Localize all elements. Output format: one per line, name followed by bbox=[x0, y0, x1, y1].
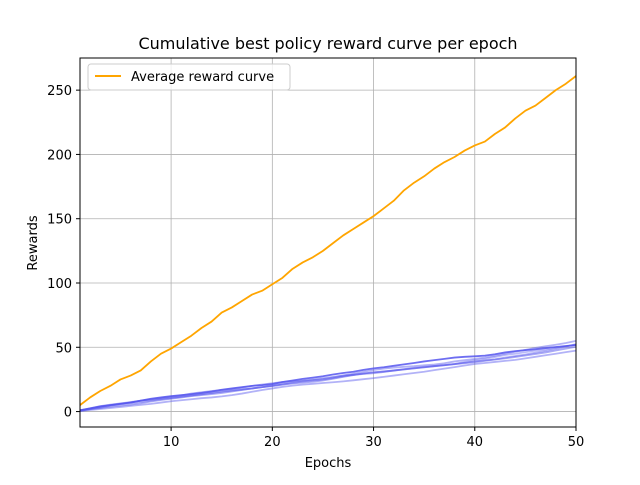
legend-label-average: Average reward curve bbox=[131, 70, 274, 85]
y-tick-label: 200 bbox=[47, 148, 72, 163]
run-series-line-2 bbox=[79, 339, 577, 412]
x-axis-label: Epochs bbox=[305, 456, 352, 471]
x-tick-label: 40 bbox=[467, 435, 484, 450]
grid bbox=[80, 58, 577, 427]
y-axis-label: Rewards bbox=[26, 215, 41, 270]
x-tick-label: 20 bbox=[264, 435, 281, 450]
run-series-line-6 bbox=[79, 349, 577, 412]
x-tick-label: 10 bbox=[163, 435, 180, 450]
x-tick-label: 30 bbox=[365, 435, 382, 450]
run-series-line-4 bbox=[79, 345, 577, 412]
y-tick-label: 250 bbox=[47, 84, 72, 99]
run-series-line-5 bbox=[79, 343, 577, 412]
ticks: 10 20 30 40 50 0 50 100 150 200 250 bbox=[47, 84, 584, 450]
y-tick-label: 150 bbox=[47, 213, 72, 228]
axes bbox=[79, 57, 577, 428]
legend-box bbox=[87, 63, 291, 91]
y-tick-label: 50 bbox=[55, 341, 72, 356]
legend: Average reward curve bbox=[87, 63, 291, 91]
run-series-group bbox=[79, 339, 577, 412]
average-reward-line bbox=[79, 75, 577, 406]
y-tick-label: 100 bbox=[47, 277, 72, 292]
plot-frame bbox=[79, 57, 577, 428]
run-series-line-1 bbox=[79, 344, 577, 412]
x-tick-label: 50 bbox=[568, 435, 585, 450]
chart-title: Cumulative best policy reward curve per … bbox=[138, 34, 517, 53]
average-series-group bbox=[79, 75, 577, 406]
y-tick-label: 0 bbox=[64, 406, 72, 421]
